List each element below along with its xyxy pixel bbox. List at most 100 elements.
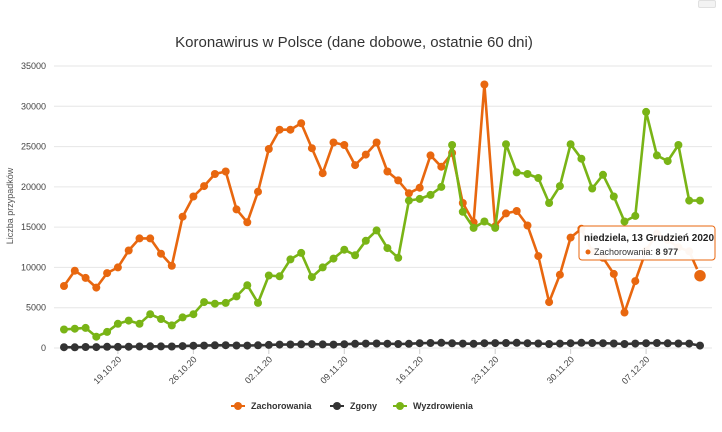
data-point-zgony[interactable] <box>113 342 122 351</box>
highlighted-point[interactable] <box>692 268 708 283</box>
data-point-wyzdrowienia[interactable] <box>135 319 144 328</box>
data-point-zgony[interactable] <box>545 340 554 348</box>
data-point-zachorowania[interactable] <box>329 138 338 147</box>
data-point-zgony[interactable] <box>232 341 241 350</box>
data-point-zgony[interactable] <box>243 341 252 350</box>
data-point-zgony[interactable] <box>674 339 683 348</box>
data-point-wyzdrowienia[interactable] <box>609 192 618 201</box>
data-point-zgony[interactable] <box>189 341 198 350</box>
data-point-zachorowania[interactable] <box>113 263 122 272</box>
data-point-zachorowania[interactable] <box>200 182 209 191</box>
data-point-zgony[interactable] <box>404 339 413 348</box>
data-point-zachorowania[interactable] <box>264 145 273 153</box>
data-point-wyzdrowienia[interactable] <box>372 226 381 235</box>
data-point-wyzdrowienia[interactable] <box>394 253 403 262</box>
data-point-zgony[interactable] <box>124 342 133 351</box>
data-point-zgony[interactable] <box>221 341 230 350</box>
data-point-wyzdrowienia[interactable] <box>113 319 122 328</box>
data-point-zgony[interactable] <box>81 343 90 351</box>
data-point-zachorowania[interactable] <box>286 125 295 134</box>
data-point-zachorowania[interactable] <box>189 192 198 201</box>
data-point-wyzdrowienia[interactable] <box>275 272 284 281</box>
data-point-zachorowania[interactable] <box>631 277 640 286</box>
data-point-wyzdrowienia[interactable] <box>243 281 252 290</box>
data-point-wyzdrowienia[interactable] <box>599 170 607 179</box>
data-point-zgony[interactable] <box>534 339 543 348</box>
data-point-zgony[interactable] <box>426 339 435 347</box>
data-point-wyzdrowienia[interactable] <box>232 292 241 301</box>
data-point-zgony[interactable] <box>663 339 672 348</box>
data-point-zgony[interactable] <box>685 339 694 348</box>
data-point-zgony[interactable] <box>254 341 262 350</box>
data-point-zachorowania[interactable] <box>512 207 521 215</box>
data-point-zachorowania[interactable] <box>523 221 532 230</box>
data-point-wyzdrowienia[interactable] <box>620 217 629 226</box>
data-point-wyzdrowienia[interactable] <box>512 168 521 177</box>
data-point-zachorowania[interactable] <box>124 246 133 255</box>
data-point-zachorowania[interactable] <box>502 209 510 218</box>
data-point-zgony[interactable] <box>178 342 187 351</box>
data-point-zachorowania[interactable] <box>437 162 446 171</box>
data-point-zachorowania[interactable] <box>534 252 543 261</box>
data-point-wyzdrowienia[interactable] <box>502 140 510 149</box>
data-point-zgony[interactable] <box>275 340 284 349</box>
data-point-wyzdrowienia[interactable] <box>157 315 165 323</box>
data-point-wyzdrowienia[interactable] <box>480 217 489 226</box>
data-point-wyzdrowienia[interactable] <box>361 236 370 245</box>
data-point-zachorowania[interactable] <box>275 125 284 134</box>
data-point-zachorowania[interactable] <box>92 283 101 292</box>
data-point-wyzdrowienia[interactable] <box>491 223 500 232</box>
data-point-zgony[interactable] <box>599 339 607 348</box>
data-point-zgony[interactable] <box>480 339 489 348</box>
data-point-zgony[interactable] <box>383 339 392 348</box>
legend-item-zgony[interactable]: Zgony <box>330 401 377 411</box>
data-point-wyzdrowienia[interactable] <box>221 298 230 307</box>
data-point-wyzdrowienia[interactable] <box>545 199 554 207</box>
data-point-zgony[interactable] <box>491 339 500 348</box>
data-point-wyzdrowienia[interactable] <box>696 196 704 205</box>
data-point-zgony[interactable] <box>652 339 661 347</box>
data-point-zachorowania[interactable] <box>135 234 144 243</box>
data-point-zachorowania[interactable] <box>210 170 219 178</box>
data-point-zachorowania[interactable] <box>243 218 252 227</box>
data-point-zachorowania[interactable] <box>620 308 629 317</box>
data-point-zachorowania[interactable] <box>340 141 349 149</box>
data-point-zgony[interactable] <box>448 339 457 348</box>
data-point-zgony[interactable] <box>696 341 704 350</box>
data-point-zgony[interactable] <box>70 343 79 352</box>
data-point-zachorowania[interactable] <box>307 144 316 153</box>
data-point-zachorowania[interactable] <box>404 189 413 198</box>
data-point-wyzdrowienia[interactable] <box>81 323 90 332</box>
data-point-wyzdrowienia[interactable] <box>189 310 198 319</box>
data-point-wyzdrowienia[interactable] <box>70 324 79 333</box>
data-point-zgony[interactable] <box>297 340 306 349</box>
legend-item-zachorowania[interactable]: Zachorowania <box>231 401 313 411</box>
data-point-zachorowania[interactable] <box>157 249 165 258</box>
data-point-zachorowania[interactable] <box>480 80 489 89</box>
data-point-wyzdrowienia[interactable] <box>534 174 543 182</box>
data-point-zgony[interactable] <box>92 343 101 352</box>
data-point-wyzdrowienia[interactable] <box>351 251 360 260</box>
data-point-wyzdrowienia[interactable] <box>663 157 672 166</box>
data-point-zgony[interactable] <box>157 342 165 351</box>
data-point-zgony[interactable] <box>329 340 338 349</box>
data-point-zgony[interactable] <box>351 339 360 348</box>
data-point-zachorowania[interactable] <box>178 212 187 221</box>
legend[interactable]: Zachorowania Zgony Wyzdrowienia <box>231 401 474 411</box>
data-point-wyzdrowienia[interactable] <box>210 299 219 308</box>
data-point-zgony[interactable] <box>609 339 618 348</box>
data-point-zachorowania[interactable] <box>232 205 241 214</box>
data-point-wyzdrowienia[interactable] <box>426 190 435 199</box>
data-point-zgony[interactable] <box>588 339 597 347</box>
data-point-wyzdrowienia[interactable] <box>178 313 187 322</box>
data-point-wyzdrowienia[interactable] <box>254 298 262 307</box>
data-point-zachorowania[interactable] <box>545 298 554 307</box>
data-point-wyzdrowienia[interactable] <box>167 321 176 330</box>
data-point-zgony[interactable] <box>372 339 381 348</box>
data-point-zachorowania[interactable] <box>297 119 306 128</box>
data-point-zgony[interactable] <box>264 340 273 349</box>
data-point-zachorowania[interactable] <box>167 261 176 270</box>
data-point-zachorowania[interactable] <box>372 138 381 147</box>
data-point-zgony[interactable] <box>394 340 403 348</box>
data-point-zgony[interactable] <box>437 338 446 347</box>
